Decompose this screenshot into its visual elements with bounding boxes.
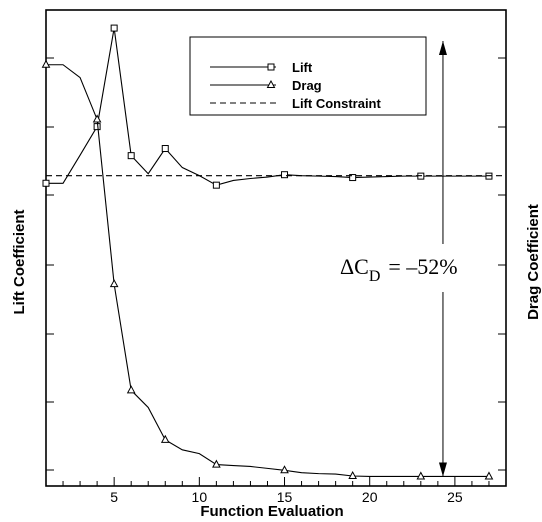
annotation-background: [336, 246, 496, 288]
arrow-head-down: [438, 462, 447, 477]
delta-symbol-c: ΔC: [340, 254, 369, 279]
drag-marker: [126, 385, 136, 394]
lift-marker: [127, 152, 135, 160]
legend-box: [189, 36, 427, 116]
drag-marker: [348, 470, 358, 480]
legend-lift-label: Lift: [292, 60, 313, 75]
plot-frame: [45, 9, 507, 487]
x-tick-label: 15: [277, 489, 293, 505]
delta-annotation: ΔCD = –52%: [336, 40, 496, 477]
drag-marker: [212, 459, 221, 468]
y-axis-title-left: Lift Coefficient: [11, 210, 28, 315]
x-tick-label: 25: [447, 489, 463, 505]
drag-marker: [41, 59, 51, 68]
legend-drag-marker: [266, 79, 276, 88]
x-axis-title: Function Evaluation: [200, 503, 343, 520]
x-tick-label: 5: [110, 489, 118, 505]
plot-area: 5 10 15 20 25: [45, 9, 507, 505]
lift-marker: [349, 174, 357, 182]
drag-marker: [92, 114, 102, 123]
legend-lift-constraint-label: Lift Constraint: [292, 96, 381, 111]
arrow-head-up: [438, 40, 447, 55]
legend-drag-label: Drag: [292, 78, 322, 93]
lift-marker: [110, 24, 118, 32]
x-tick-label: 10: [192, 489, 208, 505]
series-layer: [41, 24, 506, 480]
drag-line: [46, 64, 489, 478]
drag-marker: [280, 465, 289, 474]
x-tick-label: 20: [362, 489, 378, 505]
legend-lift-marker: [267, 63, 275, 71]
delta-value: = –52%: [388, 254, 457, 279]
y-axis-title-right: Drag Coefficient: [525, 204, 542, 320]
drag-marker: [416, 471, 426, 480]
drag-marker: [109, 279, 119, 288]
lift-marker: [161, 145, 169, 153]
lift-marker: [281, 171, 289, 179]
delta-cd-label: ΔCD = –52%: [340, 254, 458, 285]
drag-marker: [160, 434, 170, 443]
lift-marker: [42, 179, 50, 187]
lift-marker: [212, 181, 220, 189]
drag-marker: [484, 471, 494, 480]
lift-line: [46, 27, 489, 186]
legend: Lift Drag Lift Constraint: [189, 36, 427, 116]
delta-subscript: D: [369, 268, 381, 285]
